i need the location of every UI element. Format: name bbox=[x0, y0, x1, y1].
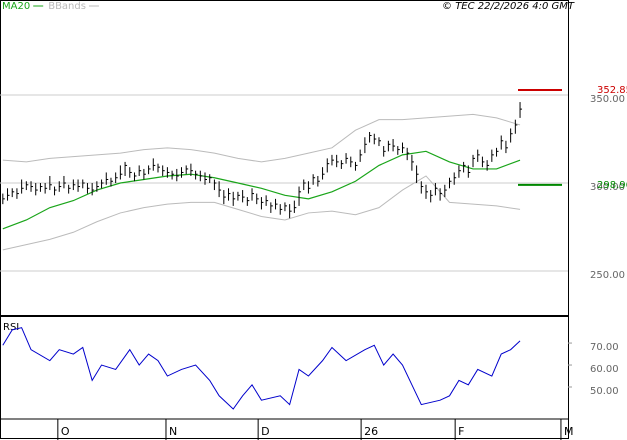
rsi-line bbox=[2, 327, 521, 410]
y-tick-label: 250.00 bbox=[590, 270, 625, 281]
legend-label: MA20 bbox=[2, 1, 30, 12]
moving-average bbox=[2, 150, 521, 230]
y-tick-label: 350.00 bbox=[590, 94, 625, 105]
bollinger-band bbox=[2, 175, 521, 251]
x-tick-label: D bbox=[261, 425, 269, 438]
legend-label: BBands bbox=[48, 1, 86, 12]
y-tick-label: 300.00 bbox=[590, 182, 625, 193]
frame bbox=[0, 0, 569, 439]
y-tick-label: 70.00 bbox=[590, 342, 619, 353]
x-tick-label: 26 bbox=[364, 425, 378, 438]
bollinger-band bbox=[2, 113, 521, 163]
copyright: © TEC 22/2/2026 4:0 GMT bbox=[442, 1, 575, 12]
price-marker-label: 298.96 bbox=[597, 180, 627, 191]
x-tick-label: M bbox=[564, 425, 574, 438]
price-marker-label: 352.85 bbox=[597, 85, 627, 96]
x-tick-label: O bbox=[61, 425, 70, 438]
rsi-title: RSI bbox=[3, 322, 19, 333]
x-tick-label: F bbox=[458, 425, 464, 438]
y-tick-label: 50.00 bbox=[590, 386, 619, 397]
x-tick-label: N bbox=[169, 425, 177, 438]
y-tick-label: 60.00 bbox=[590, 364, 619, 375]
